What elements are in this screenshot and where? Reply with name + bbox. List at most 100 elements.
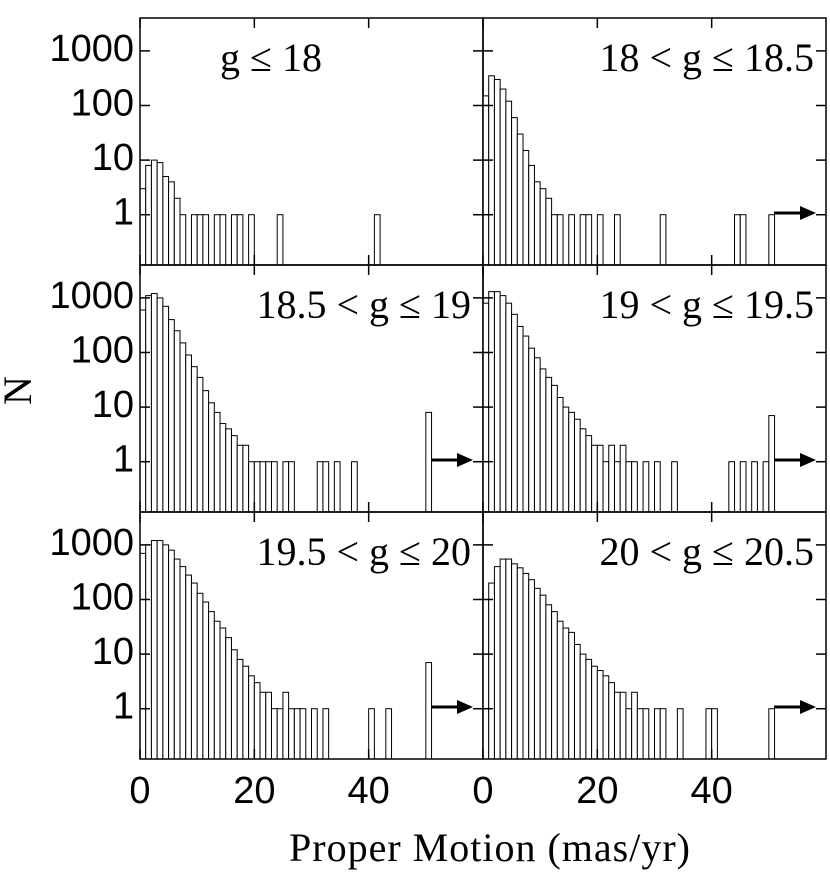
histogram-bar bbox=[551, 611, 558, 760]
histogram-bar bbox=[488, 582, 495, 760]
histogram-bar bbox=[573, 418, 581, 513]
histogram-bar bbox=[751, 461, 758, 513]
x-tick-label: 20 bbox=[576, 770, 618, 812]
x-tick-label: 20 bbox=[233, 770, 275, 812]
overflow-arrowhead bbox=[457, 700, 473, 714]
x-tick-label: 40 bbox=[691, 770, 733, 812]
histogram-bar bbox=[162, 305, 170, 513]
histogram-bar bbox=[659, 708, 667, 760]
histogram-bar bbox=[373, 214, 381, 266]
histogram-bar bbox=[579, 428, 587, 513]
histogram-bar bbox=[259, 461, 267, 513]
histogram-bar bbox=[248, 461, 255, 513]
histogram-bar bbox=[608, 682, 615, 760]
histogram-bar bbox=[768, 214, 776, 266]
histogram-bar bbox=[196, 376, 204, 513]
histogram-bar bbox=[545, 604, 553, 760]
histogram-bar bbox=[282, 691, 290, 760]
histogram-bar bbox=[168, 549, 175, 760]
histogram-bar bbox=[493, 78, 501, 266]
histogram-bar bbox=[162, 176, 170, 266]
histogram-bar bbox=[282, 461, 290, 513]
histogram-bar bbox=[242, 444, 250, 513]
histogram-bar bbox=[631, 461, 638, 513]
histogram-bar bbox=[248, 214, 255, 266]
y-tick-label: 1 bbox=[113, 439, 134, 481]
histogram-bar bbox=[482, 95, 490, 266]
histogram-bar bbox=[636, 708, 644, 760]
histogram-bar bbox=[190, 582, 198, 760]
histogram-bar bbox=[551, 384, 558, 513]
histogram-bar bbox=[568, 214, 575, 266]
histogram-bar bbox=[425, 662, 433, 760]
histogram-bar bbox=[728, 461, 736, 513]
histogram-bar bbox=[522, 149, 530, 266]
histogram-bar bbox=[579, 214, 587, 266]
histogram-bar bbox=[573, 643, 581, 760]
histogram-bar bbox=[516, 133, 524, 266]
histogram-bar bbox=[202, 390, 210, 513]
histogram-bar bbox=[482, 598, 490, 760]
histogram-bar bbox=[288, 461, 295, 513]
histogram-bar bbox=[145, 544, 152, 760]
x-tick-label: 0 bbox=[129, 770, 150, 812]
histogram-bar bbox=[505, 558, 513, 760]
histogram-bar bbox=[202, 601, 210, 760]
histogram-bar bbox=[654, 461, 661, 513]
histogram-bar bbox=[493, 291, 501, 513]
histogram-bar bbox=[219, 214, 227, 266]
histogram-bar bbox=[568, 631, 575, 760]
histogram-bar bbox=[225, 637, 232, 760]
histogram-bar bbox=[671, 461, 678, 513]
panel-title: 20 < g ≤ 20.5 bbox=[599, 529, 814, 574]
histogram-bar bbox=[185, 354, 192, 513]
histogram-bar bbox=[230, 214, 238, 266]
histogram-bar bbox=[568, 411, 575, 513]
histogram-bar bbox=[179, 342, 187, 513]
histogram-bar bbox=[768, 708, 776, 760]
histogram-bar bbox=[539, 188, 547, 266]
histogram-bar bbox=[591, 665, 598, 760]
histogram-bar bbox=[236, 214, 244, 266]
histogram-bar bbox=[533, 587, 541, 760]
histogram-bar bbox=[173, 558, 181, 760]
histogram-bar bbox=[299, 708, 307, 760]
histogram-bar bbox=[659, 214, 667, 266]
histogram-bar bbox=[253, 461, 261, 513]
histogram-bar bbox=[705, 708, 713, 760]
histogram-bar bbox=[625, 708, 633, 760]
histogram-bar bbox=[608, 444, 615, 513]
histogram-bar bbox=[162, 544, 170, 760]
histogram-bar bbox=[488, 75, 495, 266]
y-tick-label: 10 bbox=[92, 137, 134, 179]
histogram-bar bbox=[596, 670, 604, 760]
histogram-bar bbox=[499, 558, 507, 760]
histogram-bar bbox=[173, 330, 181, 513]
histogram-bar bbox=[676, 708, 684, 760]
histogram-bar bbox=[556, 214, 564, 266]
histogram-bar bbox=[516, 325, 524, 513]
histogram-bar bbox=[150, 540, 158, 760]
histogram-bar bbox=[270, 708, 278, 760]
histogram-bar bbox=[213, 411, 221, 513]
histogram-bar bbox=[642, 461, 650, 513]
histogram-bar bbox=[333, 461, 341, 513]
histogram-bar bbox=[196, 214, 204, 266]
histogram-bar bbox=[579, 653, 587, 760]
histogram-bar bbox=[539, 368, 547, 513]
histogram-bar bbox=[213, 620, 221, 760]
histogram-bar bbox=[511, 313, 518, 513]
histogram-bar bbox=[202, 214, 210, 266]
histogram-bar bbox=[213, 214, 221, 266]
histogram-bar bbox=[173, 197, 181, 266]
histogram-bar bbox=[613, 214, 621, 266]
y-axis-label: N bbox=[0, 375, 40, 405]
histogram-bar bbox=[253, 682, 261, 760]
histogram-bar bbox=[493, 566, 501, 760]
histogram-bar bbox=[516, 567, 524, 760]
histogram-bar bbox=[511, 563, 518, 760]
histogram-bar bbox=[208, 611, 215, 760]
overflow-arrowhead bbox=[800, 206, 816, 220]
histogram-bar bbox=[236, 658, 244, 760]
histogram-bar bbox=[591, 444, 598, 513]
